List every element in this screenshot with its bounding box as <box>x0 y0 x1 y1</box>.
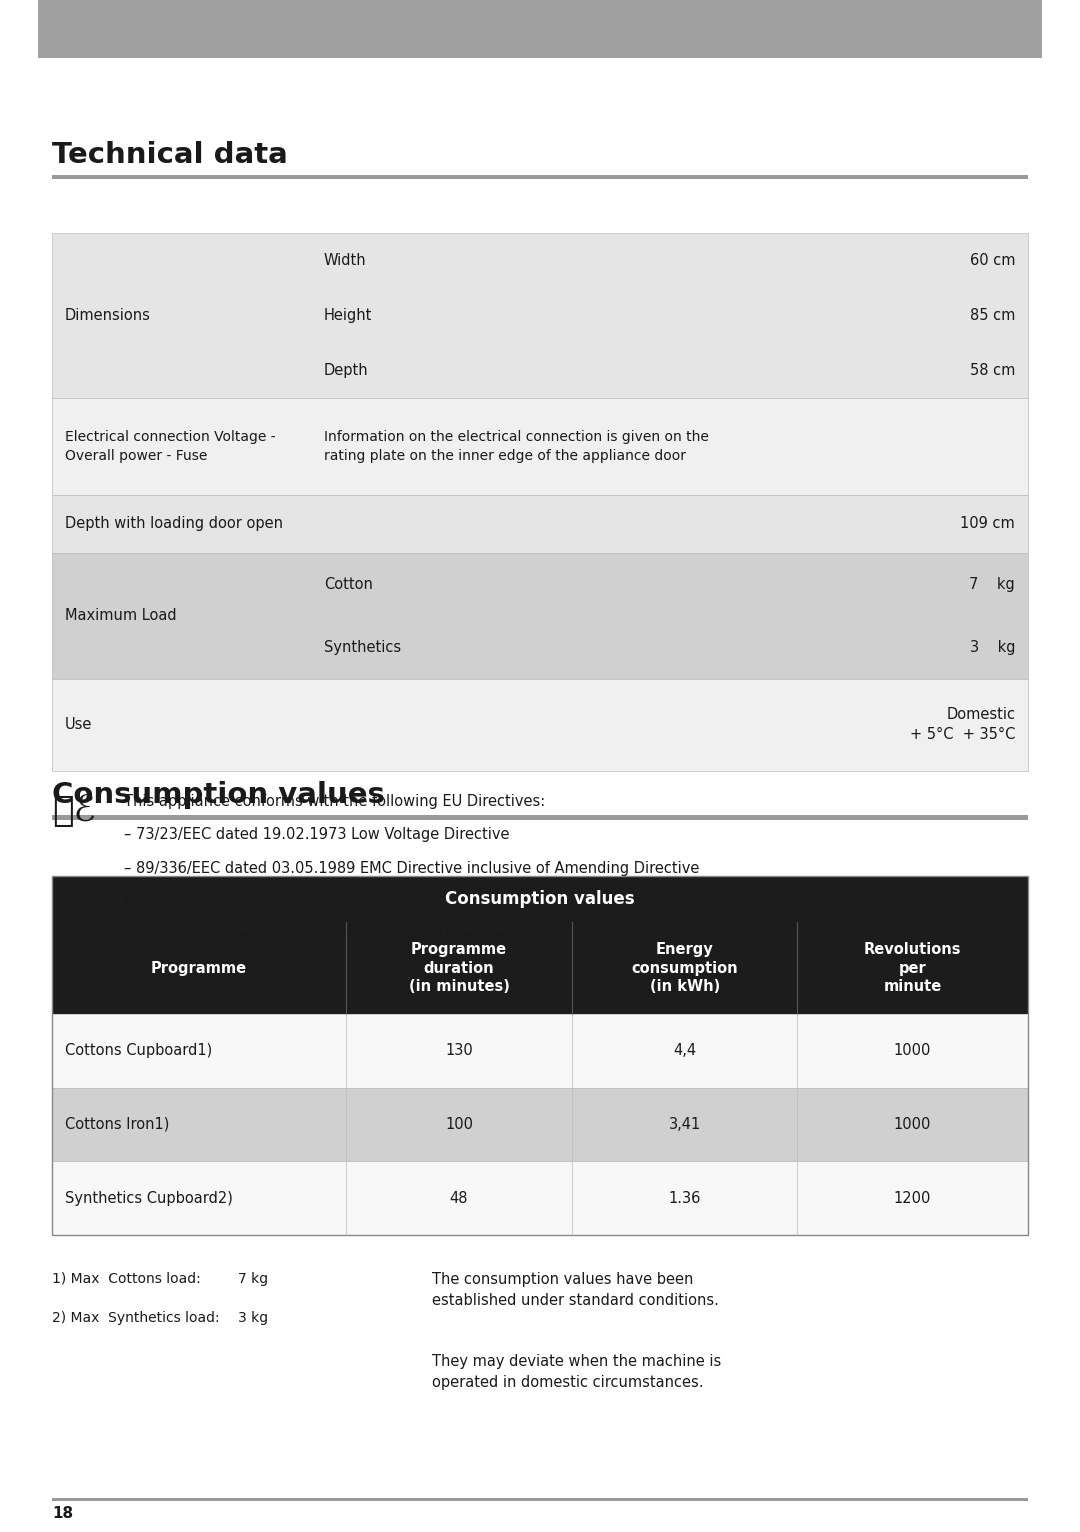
Text: – 93/68/EEC dated 22.07.1993 CE Marking Directive: – 93/68/EEC dated 22.07.1993 CE Marking … <box>124 928 504 944</box>
Text: Cottons Cupboard1): Cottons Cupboard1) <box>65 1043 212 1059</box>
Text: 1000: 1000 <box>894 1117 931 1132</box>
Text: Depth: Depth <box>324 363 368 378</box>
Bar <box>52 922 1028 1014</box>
Text: 3,41: 3,41 <box>669 1117 701 1132</box>
Text: 1200: 1200 <box>894 1190 931 1206</box>
Text: 1.36: 1.36 <box>669 1190 701 1206</box>
Text: Cottons Iron1): Cottons Iron1) <box>65 1117 170 1132</box>
Bar <box>52 175 1028 179</box>
Text: 18: 18 <box>52 1506 73 1521</box>
Bar <box>52 876 1028 1235</box>
Text: Height: Height <box>324 308 373 323</box>
Text: Consumption values: Consumption values <box>52 781 384 809</box>
Text: Synthetics Cupboard2): Synthetics Cupboard2) <box>65 1190 232 1206</box>
Text: 85 cm: 85 cm <box>970 308 1015 323</box>
Text: 1) Max  Cottons load:: 1) Max Cottons load: <box>52 1272 201 1285</box>
Bar <box>52 1014 1028 1088</box>
Text: Maximum Load: Maximum Load <box>65 608 176 624</box>
Text: – 73/23/EEC dated 19.02.1973 Low Voltage Directive: – 73/23/EEC dated 19.02.1973 Low Voltage… <box>124 827 510 843</box>
Bar <box>38 0 1042 58</box>
Text: 100: 100 <box>445 1117 473 1132</box>
Text: 92/31/EEC: 92/31/EEC <box>124 895 200 910</box>
Text: The consumption values have been
established under standard conditions.: The consumption values have been establi… <box>432 1272 719 1307</box>
Bar <box>52 1161 1028 1235</box>
Text: 7    kg: 7 kg <box>970 578 1015 591</box>
Text: 60 cm: 60 cm <box>970 253 1015 268</box>
Text: 4,4: 4,4 <box>673 1043 697 1059</box>
Bar <box>52 495 1028 553</box>
Text: Dimensions: Dimensions <box>65 308 151 323</box>
Text: Cotton: Cotton <box>324 578 373 591</box>
Text: This appliance conforms with the following EU Directives:: This appliance conforms with the followi… <box>124 794 545 809</box>
Bar <box>52 815 1028 820</box>
Text: Ⓒℰ: Ⓒℰ <box>52 794 95 827</box>
Bar <box>52 398 1028 495</box>
Bar <box>52 233 1028 398</box>
Text: 130: 130 <box>445 1043 473 1059</box>
Text: Information on the electrical connection is given on the
rating plate on the inn: Information on the electrical connection… <box>324 430 708 463</box>
Text: Programme: Programme <box>150 961 247 976</box>
Text: 2) Max  Synthetics load:: 2) Max Synthetics load: <box>52 1311 219 1325</box>
Text: 48: 48 <box>449 1190 469 1206</box>
Text: Synthetics: Synthetics <box>324 640 401 654</box>
Text: Domestic
+ 5°C  + 35°C: Domestic + 5°C + 35°C <box>909 708 1015 741</box>
Text: 109 cm: 109 cm <box>960 516 1015 532</box>
Text: Width: Width <box>324 253 366 268</box>
Text: 7 kg: 7 kg <box>238 1272 268 1285</box>
Text: 1000: 1000 <box>894 1043 931 1059</box>
Text: Technical data: Technical data <box>52 141 287 169</box>
Bar <box>52 1498 1028 1501</box>
Text: – 89/336/EEC dated 03.05.1989 EMC Directive inclusive of Amending Directive: – 89/336/EEC dated 03.05.1989 EMC Direct… <box>124 861 700 876</box>
Text: Energy
consumption
(in kWh): Energy consumption (in kWh) <box>632 942 738 994</box>
Text: They may deviate when the machine is
operated in domestic circumstances.: They may deviate when the machine is ope… <box>432 1354 721 1390</box>
Bar <box>52 679 1028 771</box>
Text: Programme
duration
(in minutes): Programme duration (in minutes) <box>408 942 510 994</box>
Text: Use: Use <box>65 717 92 732</box>
Text: 3 kg: 3 kg <box>238 1311 268 1325</box>
Text: Electrical connection Voltage -
Overall power - Fuse: Electrical connection Voltage - Overall … <box>65 430 275 463</box>
Text: Consumption values: Consumption values <box>445 890 635 908</box>
Bar <box>52 553 1028 679</box>
Text: 58 cm: 58 cm <box>970 363 1015 378</box>
Text: Revolutions
per
minute: Revolutions per minute <box>864 942 961 994</box>
Bar <box>52 1088 1028 1161</box>
Bar <box>52 876 1028 922</box>
Text: Depth with loading door open: Depth with loading door open <box>65 516 283 532</box>
Text: 3    kg: 3 kg <box>970 640 1015 654</box>
